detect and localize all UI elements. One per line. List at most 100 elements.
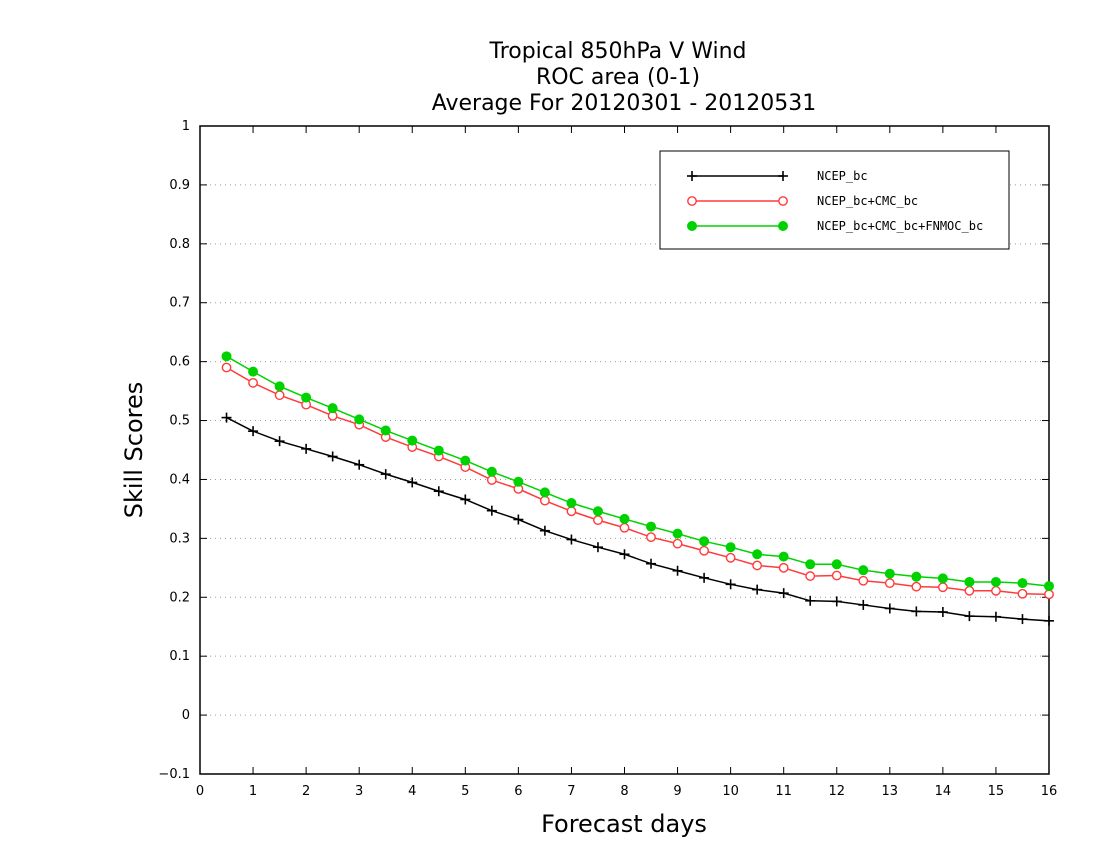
y-tick-label: 0.7 (169, 296, 190, 311)
data-point (831, 559, 842, 570)
legend-items: NCEP_bc NCEP_bc+CMC_bc NCEP_bc+CMC_bc+FNMO… (687, 169, 983, 233)
data-point (407, 435, 418, 446)
data-point (672, 565, 683, 576)
x-tick-label: 1 (249, 784, 257, 799)
data-point (884, 568, 895, 579)
legend-marker (778, 196, 788, 206)
x-tick-label: 8 (620, 784, 628, 799)
y-tick-label: 0 (182, 708, 190, 723)
data-point (778, 588, 789, 599)
data-point (937, 607, 948, 617)
data-point (964, 585, 975, 596)
data-point (486, 505, 497, 516)
data-point (805, 559, 816, 570)
x-tick-label: 5 (461, 784, 469, 799)
y-tick-label: 0.5 (169, 414, 190, 429)
y-tick-label: −0.1 (158, 767, 190, 782)
data-point (725, 552, 736, 563)
data-point (858, 575, 869, 586)
data-point (274, 436, 285, 447)
chart-title-line-1: Tropical 850hPa V Wind (488, 39, 746, 64)
x-tick-label: 7 (567, 784, 575, 799)
x-tick-label: 15 (988, 784, 1005, 799)
data-point (433, 445, 444, 456)
x-axis-label: Forecast days (541, 810, 707, 838)
data-point (884, 603, 895, 614)
data-point (699, 572, 710, 583)
data-point (805, 595, 816, 606)
data-point (301, 392, 312, 403)
y-tick-label: 0.8 (169, 237, 190, 252)
data-point (354, 459, 365, 470)
x-tick-label: 9 (673, 784, 681, 799)
y-tick-label: 0.9 (169, 178, 190, 193)
legend-label: NCEP_bc (817, 169, 868, 183)
data-point (646, 532, 656, 543)
x-tick-label: 16 (1041, 784, 1058, 799)
data-point (566, 506, 577, 517)
series-group (221, 412, 1054, 626)
data-point (964, 576, 975, 587)
data-point (221, 362, 232, 373)
grid-layer (200, 184, 1049, 716)
data-point (380, 425, 391, 436)
data-point (327, 451, 338, 462)
data-point (592, 506, 603, 517)
data-point (619, 513, 630, 524)
data-point (460, 494, 471, 505)
data-point (380, 469, 391, 480)
y-tick-label: 0.1 (169, 649, 190, 664)
series-line (226, 416, 1050, 622)
data-point (592, 542, 603, 553)
x-tick-label: 12 (828, 784, 845, 799)
data-point (990, 611, 1001, 622)
data-point (778, 562, 789, 573)
series-group (221, 362, 1054, 600)
data-point (831, 570, 842, 581)
data-point (1044, 581, 1054, 592)
data-point (752, 560, 763, 571)
data-point (1017, 614, 1028, 625)
data-point (619, 549, 630, 560)
data-point (699, 545, 709, 556)
data-point (221, 351, 232, 362)
data-point (937, 573, 948, 584)
y-tick-label: 0.6 (169, 355, 190, 370)
data-point (991, 585, 1001, 596)
data-point (964, 611, 975, 622)
data-point (805, 571, 816, 581)
data-point (566, 498, 577, 509)
x-tick-label: 2 (302, 784, 310, 799)
data-point (539, 487, 550, 498)
data-point (725, 542, 736, 553)
legend-label: NCEP_bc+CMC_bc (817, 194, 918, 208)
x-tick-label: 4 (408, 784, 416, 799)
data-point (486, 475, 497, 485)
data-point (725, 579, 736, 590)
data-point (460, 455, 471, 466)
x-tick-label: 0 (196, 784, 204, 799)
data-point (1044, 589, 1054, 600)
y-tick-label: 0.3 (169, 531, 190, 546)
data-point (911, 571, 922, 582)
data-point (486, 466, 497, 477)
data-point (221, 412, 232, 423)
x-tick-label: 10 (722, 784, 739, 799)
y-tick-label: 0.4 (169, 472, 190, 487)
data-point (858, 565, 869, 576)
legend-marker (778, 221, 788, 231)
series-layer (221, 351, 1054, 626)
legend: NCEP_bc NCEP_bc+CMC_bc NCEP_bc+CMC_bc+FNMO… (659, 150, 1010, 250)
series-line (226, 366, 1050, 596)
data-point (407, 477, 418, 488)
chart-title-line-3: Average For 20120301 - 20120531 (432, 91, 817, 116)
data-point (1044, 615, 1054, 626)
series-line (226, 355, 1050, 587)
data-point (752, 584, 763, 595)
y-axis-label: Skill Scores (120, 382, 148, 519)
data-point (831, 596, 842, 607)
data-point (566, 534, 577, 545)
data-point (778, 551, 789, 562)
x-tick-label: 11 (775, 784, 792, 799)
